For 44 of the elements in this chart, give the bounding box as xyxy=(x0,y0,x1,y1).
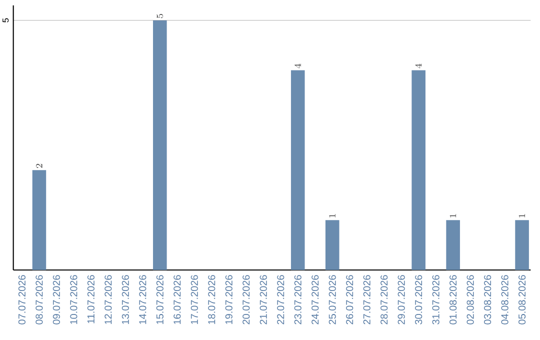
x-tick-label: 25.07.2026 xyxy=(328,275,336,324)
x-tick-label: 03.08.2026 xyxy=(484,275,492,324)
x-tick-label: 26.07.2026 xyxy=(346,275,354,324)
x-tick-label: 10.07.2026 xyxy=(70,275,78,324)
data-label: 1 xyxy=(518,214,526,218)
x-tick-label: 21.07.2026 xyxy=(260,275,267,324)
bar xyxy=(515,220,529,270)
x-tick-label: 09.07.2026 xyxy=(52,275,60,324)
bar xyxy=(412,70,426,270)
x-tick-label: 13.07.2026 xyxy=(122,275,129,324)
x-tick-label: 15.07.2026 xyxy=(156,275,164,324)
bar xyxy=(325,220,340,270)
bar xyxy=(446,220,460,270)
x-tick-label: 18.07.2026 xyxy=(208,275,216,324)
x-tick-label: 08.07.2026 xyxy=(36,275,43,324)
x-tick-label: 01.08.2026 xyxy=(450,275,457,324)
x-tick-label: 27.07.2026 xyxy=(363,275,370,324)
x-tick-label: 05.08.2026 xyxy=(518,275,526,324)
x-tick-label: 02.08.2026 xyxy=(466,275,474,324)
x-tick-label: 07.07.2026 xyxy=(18,275,26,324)
x-tick-label: 31.07.2026 xyxy=(432,275,440,324)
data-label: 1 xyxy=(329,214,336,218)
data-label: 4 xyxy=(294,64,301,68)
data-label: 4 xyxy=(415,64,422,68)
x-tick-label: 29.07.2026 xyxy=(398,275,405,324)
data-label: 2 xyxy=(36,164,42,168)
x-tick-label: 16.07.2026 xyxy=(174,275,181,324)
x-tick-label: 30.07.2026 xyxy=(415,275,422,324)
data-label: 1 xyxy=(450,214,456,218)
bar xyxy=(290,70,305,270)
x-tick-label: 17.07.2026 xyxy=(190,275,198,324)
x-tick-label: 23.07.2026 xyxy=(294,275,302,324)
bar xyxy=(153,20,167,270)
x-tick-label: 19.07.2026 xyxy=(225,275,232,324)
x-tick-label: 11.07.2026 xyxy=(87,275,94,324)
x-tick-label: 04.08.2026 xyxy=(501,275,508,324)
x-tick-label: 12.07.2026 xyxy=(104,275,112,324)
x-tick-label: 20.07.2026 xyxy=(242,275,250,324)
data-label: 5 xyxy=(156,14,164,18)
x-tick-label: 22.07.2026 xyxy=(277,275,284,324)
x-tick-label: 24.07.2026 xyxy=(312,275,319,324)
x-tick-label: 14.07.2026 xyxy=(139,275,146,324)
bar xyxy=(32,170,46,270)
x-tick-label: 28.07.2026 xyxy=(380,275,388,324)
